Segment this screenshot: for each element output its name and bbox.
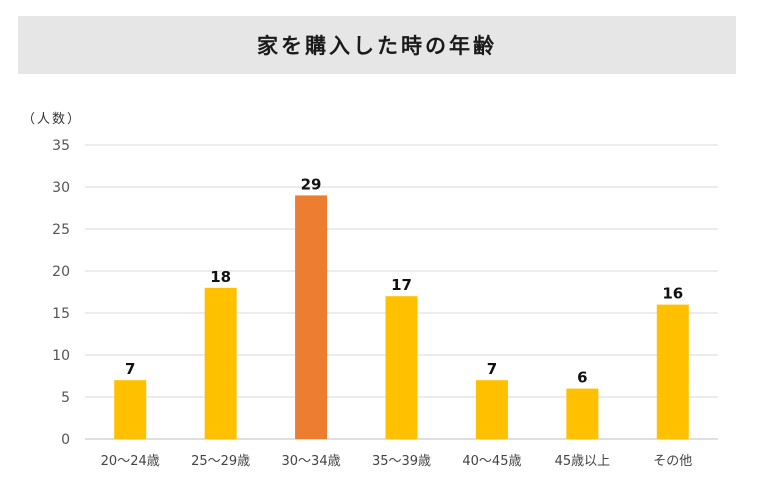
bar	[566, 388, 599, 439]
y-tick-label: 0	[61, 432, 70, 448]
category-labels: 20～24歳 25～29歳 30～34歳 35～39歳 40～45歳 45歳以上 その他	[101, 454, 693, 469]
category-label: 45歳以上	[555, 454, 611, 469]
bar	[114, 380, 147, 439]
y-tick-label: 15	[52, 306, 70, 322]
bar	[295, 195, 328, 439]
category-label: 30～34歳	[282, 454, 341, 469]
category-label: 40～45歳	[462, 454, 521, 469]
category-label: 35～39歳	[372, 454, 431, 469]
data-label: 29	[301, 175, 322, 193]
bars	[114, 195, 689, 439]
data-label: 16	[662, 285, 683, 303]
data-label: 6	[577, 369, 587, 387]
data-label: 18	[210, 268, 231, 286]
bar	[475, 380, 508, 439]
y-tick-label: 25	[52, 222, 70, 238]
y-tick-label: 10	[52, 348, 70, 364]
category-label: その他	[653, 454, 692, 469]
category-label: 20～24歳	[101, 454, 160, 469]
chart-title: 家を購入した時の年齢	[257, 34, 497, 58]
bar	[656, 304, 689, 439]
y-axis-ticks: 0 5 10 15 20 25 30 35	[52, 138, 70, 448]
data-label: 17	[391, 276, 412, 294]
y-tick-label: 20	[52, 264, 70, 280]
bar	[204, 287, 237, 439]
bar	[385, 296, 418, 439]
y-axis-unit-label: （人数）	[22, 112, 83, 127]
data-label: 7	[125, 360, 135, 378]
data-label: 7	[487, 360, 497, 378]
y-tick-label: 35	[52, 138, 70, 154]
data-labels: 7 18 29 17 7 6 16	[125, 175, 683, 386]
category-label: 25～29歳	[191, 454, 250, 469]
y-tick-label: 5	[61, 390, 70, 406]
y-tick-label: 30	[52, 180, 70, 196]
chart-title-bar: 家を購入した時の年齢	[18, 16, 736, 74]
